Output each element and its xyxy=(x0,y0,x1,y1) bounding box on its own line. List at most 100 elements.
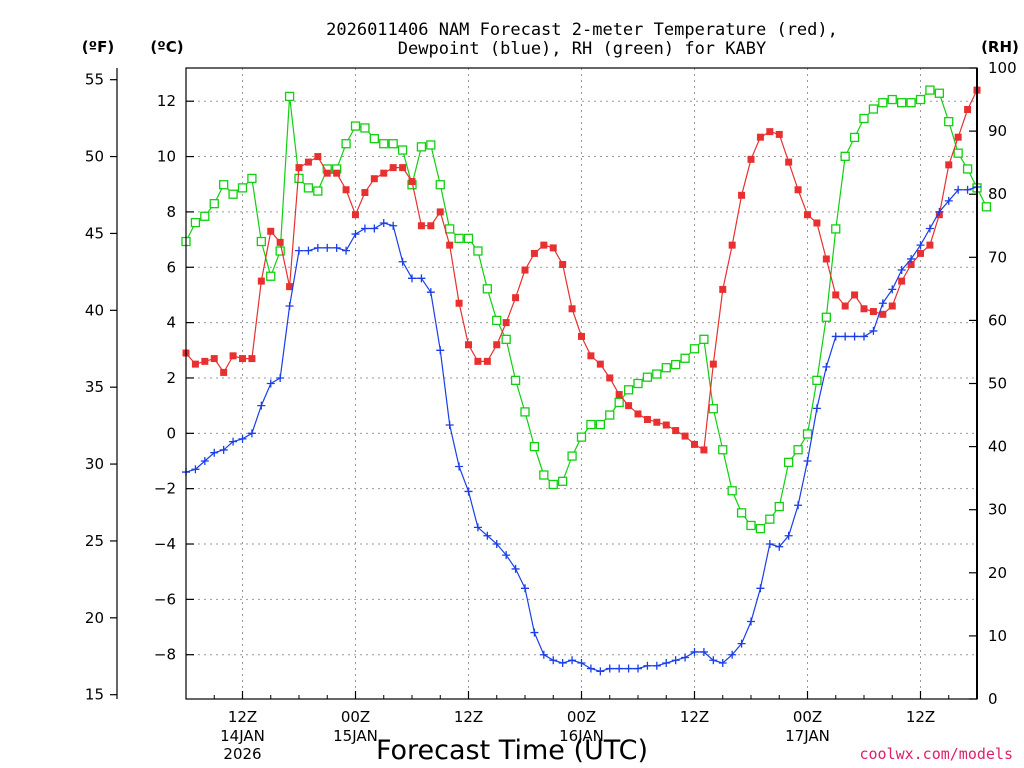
celsius-tick-label: 0 xyxy=(166,424,176,442)
rh-point xyxy=(689,344,700,354)
rh-point xyxy=(482,284,492,294)
dewpoint-point xyxy=(426,288,435,297)
x-tick-label: 00Z xyxy=(341,708,370,726)
dewpoint-point xyxy=(483,531,492,540)
x-tick-label: 12Z xyxy=(228,708,257,726)
rh-point xyxy=(341,139,351,149)
rh-point xyxy=(821,312,831,322)
temperature-point xyxy=(389,164,397,172)
axis-ticks: −8 −6 −4 −2 0 2 4 6 8 10 12 15 20 25 30 35 40 45 50 55 0 10 20… xyxy=(85,59,1017,763)
fahrenheit-unit-label: (ºF) xyxy=(82,38,114,56)
temperature-point xyxy=(888,302,896,310)
temperature-point xyxy=(766,128,774,136)
series-line-temperature xyxy=(185,89,978,451)
dewpoint-point xyxy=(210,448,219,457)
temperature-point xyxy=(502,319,510,327)
x-tick-date-label: 17JAN xyxy=(785,727,830,745)
temperature-point xyxy=(869,308,877,316)
temperature-point xyxy=(596,360,604,368)
dewpoint-point xyxy=(850,332,859,341)
temperature-point xyxy=(700,446,708,454)
temperature-point xyxy=(352,211,359,219)
dewpoint-point xyxy=(238,434,247,443)
temperature-point xyxy=(785,158,793,166)
dewpoint-point xyxy=(229,437,238,446)
rh-point xyxy=(765,514,775,524)
rh-tick-label: 90 xyxy=(988,122,1007,140)
temperature-point xyxy=(879,310,887,318)
fahrenheit-tick-label: 55 xyxy=(85,71,104,89)
dewpoint-point xyxy=(342,246,351,255)
rh-point xyxy=(492,315,502,326)
rh-point xyxy=(548,479,558,490)
rh-point xyxy=(623,385,634,395)
temperature-point xyxy=(465,341,472,349)
dewpoint-point xyxy=(521,584,529,593)
rh-point xyxy=(784,457,794,468)
dewpoint-point xyxy=(360,224,369,233)
dewpoint-point xyxy=(558,659,567,668)
rh-point xyxy=(558,476,568,486)
fahrenheit-tick-label: 15 xyxy=(85,686,104,704)
rh-point xyxy=(247,173,257,184)
temperature-point xyxy=(295,164,303,172)
celsius-tick-label: 2 xyxy=(166,369,176,387)
dewpoint-point xyxy=(586,664,595,673)
temperature-point xyxy=(408,177,416,185)
fahrenheit-tick-label: 25 xyxy=(85,532,104,550)
rh-point xyxy=(840,151,850,161)
temperature-point xyxy=(728,241,736,249)
rh-point xyxy=(661,363,671,373)
dewpoint-point xyxy=(257,401,266,410)
temperature-point xyxy=(719,285,727,293)
temperature-point xyxy=(794,186,802,194)
rh-point xyxy=(981,202,992,212)
rh-point xyxy=(284,91,295,102)
rh-tick-label: 40 xyxy=(988,438,1007,456)
rh-point xyxy=(576,432,587,442)
rh-point xyxy=(906,98,916,108)
temperature-point xyxy=(436,208,444,216)
temperature-point xyxy=(220,368,228,376)
dewpoint-point xyxy=(925,224,934,233)
rh-point xyxy=(642,372,653,382)
rh-unit-label: (RH) xyxy=(981,38,1019,56)
rh-point xyxy=(718,445,728,455)
temperature-point xyxy=(898,277,906,285)
dewpoint-point xyxy=(389,221,398,230)
dewpoint-point xyxy=(652,661,661,670)
dewpoint-point xyxy=(784,531,793,540)
temperature-point xyxy=(587,352,595,360)
dewpoint-point xyxy=(539,650,548,659)
rh-point xyxy=(200,211,210,221)
dewpoint-point xyxy=(464,487,473,496)
celsius-tick-label: 8 xyxy=(166,203,176,221)
rh-point xyxy=(671,359,681,370)
temperature-point xyxy=(304,158,312,166)
gridlines xyxy=(186,68,977,699)
rh-point xyxy=(228,189,238,199)
temperature-point xyxy=(399,164,407,172)
celsius-tick-label: 4 xyxy=(166,314,176,332)
temperature-point xyxy=(691,440,698,448)
temperature-point xyxy=(822,255,830,263)
dewpoint-point xyxy=(897,266,906,275)
celsius-tick-label: −6 xyxy=(154,590,176,608)
dewpoint-point xyxy=(417,274,426,283)
fahrenheit-tick-label: 40 xyxy=(85,301,104,319)
temperature-point xyxy=(370,175,378,183)
rh-point xyxy=(925,85,935,95)
temperature-point xyxy=(945,161,953,169)
x-tick-label: 12Z xyxy=(680,708,709,726)
rh-point xyxy=(897,98,907,108)
temperature-point xyxy=(756,133,764,141)
temperature-point xyxy=(361,189,369,197)
dewpoint-point xyxy=(596,667,605,676)
rh-point xyxy=(755,523,766,534)
rh-point xyxy=(266,271,276,281)
rh-tick-label: 10 xyxy=(988,627,1007,645)
rh-point xyxy=(379,139,389,149)
dewpoint-point xyxy=(671,656,680,665)
rh-point xyxy=(802,429,813,439)
celsius-tick-label: 12 xyxy=(157,92,176,110)
